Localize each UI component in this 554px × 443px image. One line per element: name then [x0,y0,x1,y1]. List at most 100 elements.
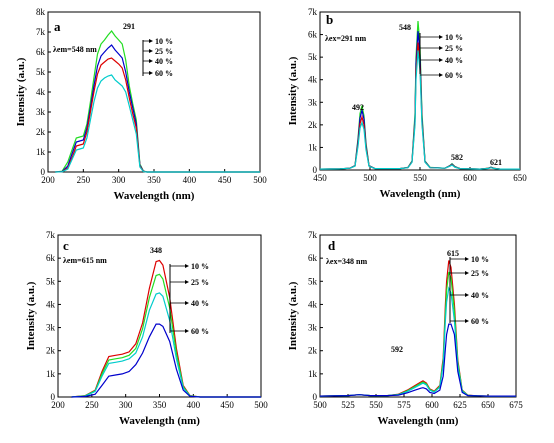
panel-letter: a [54,19,61,34]
x-tick-label: 550 [413,173,427,183]
series-line-d-3 [319,323,516,397]
y-tick-label: 3k [308,323,318,333]
legend-label: 60 % [155,69,173,78]
y-tick-label: 4k [308,75,318,85]
series-line-b-3 [319,50,520,170]
legend-arrowhead [439,35,443,39]
legend-arrowhead [465,257,469,261]
legend-label: 10 % [191,262,209,271]
y-tick-label: 3k [36,107,46,117]
legend-label: 40 % [445,56,463,65]
x-tick-label: 600 [463,173,477,183]
legend-label: 25 % [471,269,489,278]
x-tick-label: 500 [253,175,267,185]
x-tick-label: 250 [77,175,91,185]
legend-label: 25 % [155,47,173,56]
peak-label: 348 [150,246,162,255]
x-tick-label: 450 [220,400,234,410]
peak-label: 582 [451,153,463,162]
legend-label: 10 % [471,255,489,264]
x-tick-label: 400 [187,400,201,410]
y-tick-label: 1k [308,142,318,152]
x-tick-label: 250 [85,400,99,410]
y-axis-label: Intensity (a.u.) [287,56,299,125]
legend-arrowhead [149,39,153,43]
y-tick-label: 3k [308,97,318,107]
y-tick-label: 1k [36,147,46,157]
chart-panel-a: 200 250 300 350 400 450 500 0 1k 2k 3k 4k 5k 6k 7k 8k Wa… [15,7,267,202]
x-tick-label: 500 [363,173,377,183]
x-axis-label: Wavelength (nm) [380,188,461,200]
panel-letter: d [328,238,336,253]
y-tick-label: 7k [308,7,318,17]
y-tick-label: 7k [308,230,318,240]
x-tick-label: 600 [425,400,439,410]
x-tick-label: 575 [397,400,411,410]
legend-arrowhead [185,264,189,268]
panel-letter: c [63,238,69,253]
legend-label: 40 % [471,291,489,300]
y-axis-label: Intensity (a.u.) [287,281,299,350]
x-axis-label: Wavelength (nm) [378,415,459,427]
x-tick-label: 300 [119,400,133,410]
y-tick-label: 8k [36,7,46,17]
y-tick-label: 0 [313,165,318,175]
x-axis-label: Wavelength (nm) [114,190,195,202]
x-tick-label: 625 [453,400,467,410]
legend-arrowhead [185,301,189,305]
series-line-a-3 [55,74,260,173]
y-tick-label: 4k [308,299,318,309]
panel-annotation: λex=348 nm [326,257,367,266]
legend-label: 10 % [445,33,463,42]
y-tick-label: 3k [46,323,56,333]
peak-label: 492 [352,103,364,112]
series-line-d-2 [319,286,516,397]
y-tick-label: 5k [308,52,318,62]
x-tick-label: 500 [254,400,268,410]
y-tick-label: 2k [46,346,56,356]
peak-label: 621 [490,158,502,167]
panel-letter: b [326,12,333,27]
y-tick-label: 2k [308,346,318,356]
legend-arrowhead [185,329,189,333]
y-tick-label: 6k [308,30,318,40]
plot-frame [47,11,261,173]
x-tick-label: 350 [147,175,161,185]
x-tick-label: 675 [509,400,523,410]
x-tick-label: 500 [313,400,327,410]
legend-arrowhead [439,46,443,50]
legend-label: 40 % [155,57,173,66]
legend-arrowhead [439,73,443,77]
y-tick-label: 0 [313,392,318,402]
series-line-c-2 [71,292,261,398]
legend-arrowhead [465,293,469,297]
y-tick-label: 0 [41,167,46,177]
legend-arrowhead [149,49,153,53]
panel-annotation: λex=291 nm [325,34,366,43]
y-tick-label: 6k [308,253,318,263]
chart-panel-d: 500 525 550 575 600 625 650 675 0 1k 2k 3k 4k 5k 6k 7k W… [287,230,523,427]
series-line-c-3 [71,323,261,398]
chart-panel-b: 450 500 550 600 650 0 1k 2k 3k 4k 5k 6k 7k Wavelength… [287,7,527,200]
y-tick-label: 4k [36,87,46,97]
x-axis-label: Wavelength (nm) [119,415,200,427]
x-tick-label: 400 [183,175,197,185]
y-tick-label: 2k [36,127,46,137]
series-line-d-0 [319,260,516,397]
peak-label: 548 [399,23,411,32]
legend-label: 25 % [191,278,209,287]
peak-label: 615 [447,249,459,258]
legend-label: 60 % [471,317,489,326]
peak-label: 291 [123,22,135,31]
legend-arrowhead [149,59,153,63]
y-tick-label: 5k [308,276,318,286]
y-tick-label: 5k [46,276,56,286]
legend-label: 25 % [445,44,463,53]
x-tick-label: 525 [341,400,355,410]
y-tick-label: 5k [36,67,46,77]
y-tick-label: 6k [36,47,46,57]
x-tick-label: 200 [51,400,65,410]
x-tick-label: 450 [218,175,232,185]
panel-annotation: λem=548 nm [53,45,97,54]
